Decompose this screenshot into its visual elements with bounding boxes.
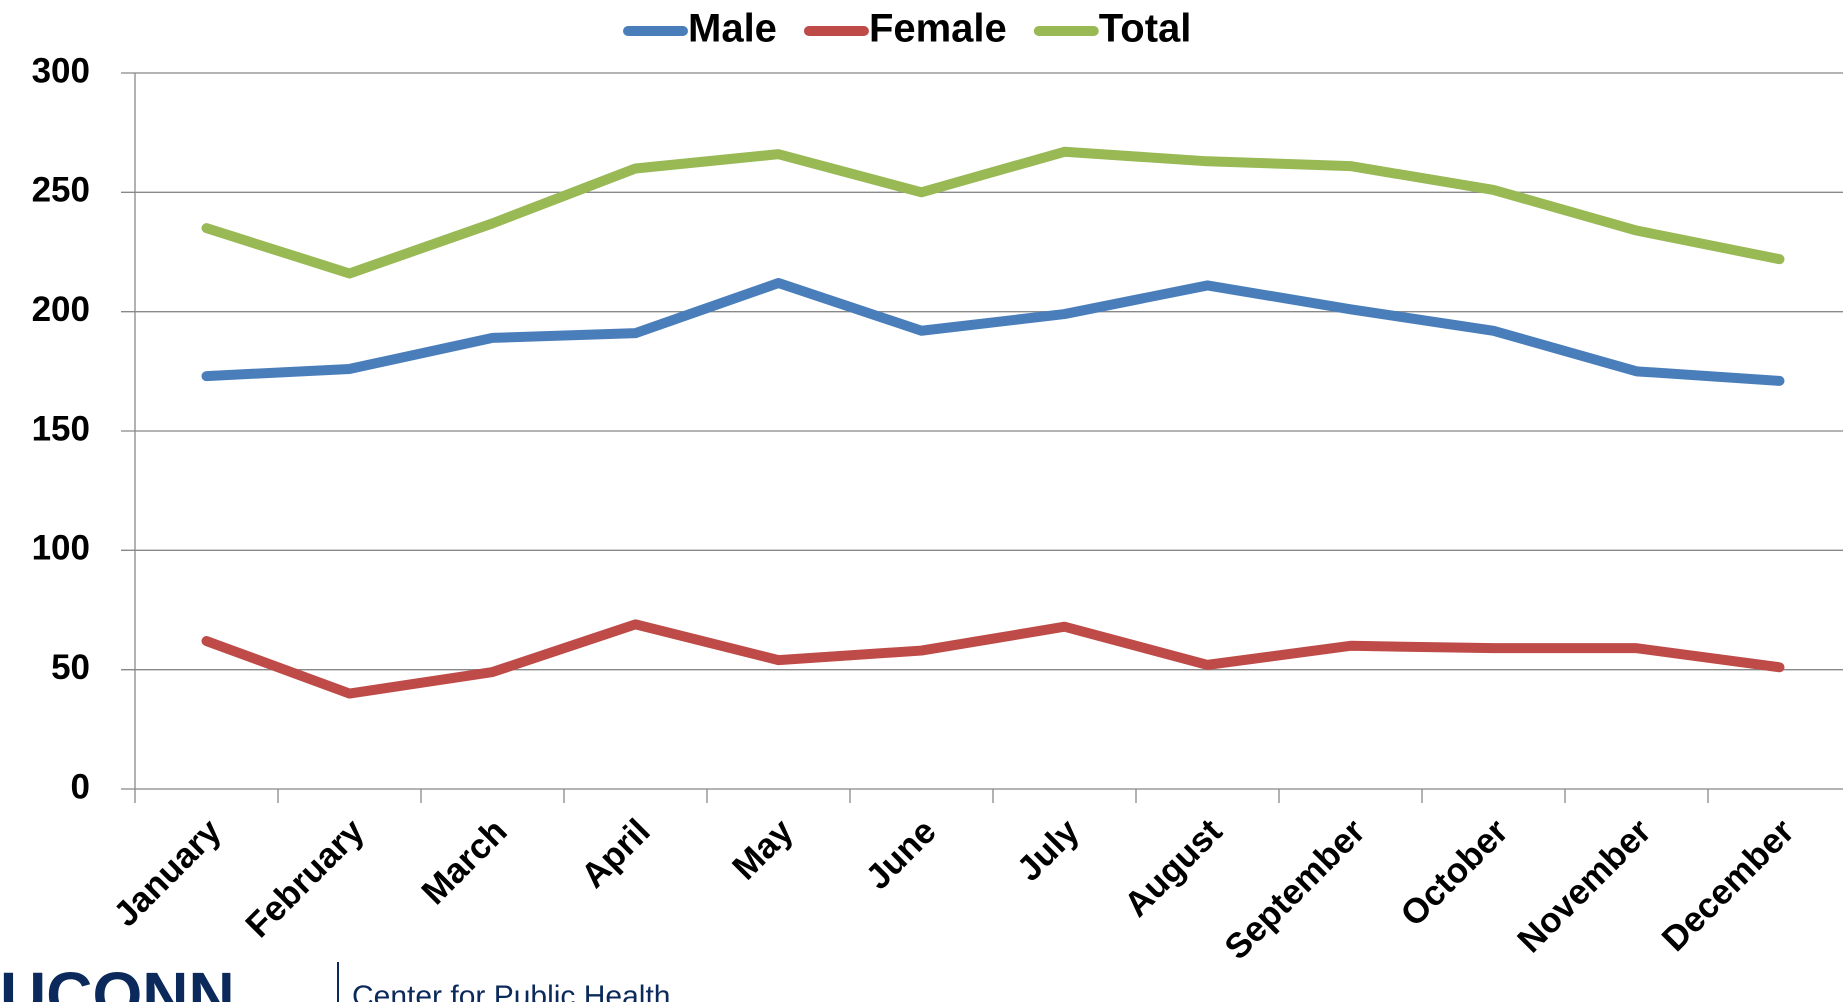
x-tick-label: June [858, 812, 943, 897]
series-line [201, 619, 1785, 699]
x-tick-label: March [414, 812, 514, 912]
y-tick-label: 150 [32, 409, 90, 448]
x-tick-label: July [1010, 811, 1087, 888]
logo-text: Center for Public Health [352, 980, 671, 1002]
series-line [201, 146, 1785, 279]
x-tick-label: January [106, 811, 229, 934]
y-tick-label: 0 [71, 767, 90, 806]
logo: UCONN [0, 959, 235, 1002]
legend-label: Male [688, 7, 777, 51]
x-tick-label: February [238, 811, 372, 945]
y-tick-label: 50 [51, 648, 90, 687]
x-tick-label: December [1654, 811, 1802, 959]
y-tick-label: 250 [32, 171, 90, 210]
legend-label: Total [1099, 7, 1192, 51]
y-tick-label: 100 [32, 529, 90, 568]
x-tick-label: April [574, 812, 658, 896]
x-tick-label: September [1217, 811, 1373, 967]
legend-label: Female [869, 7, 1007, 51]
y-tick-label: 200 [32, 290, 90, 329]
x-tick-label: November [1510, 811, 1659, 960]
x-tick-label: August [1117, 811, 1230, 924]
x-tick-label: October [1393, 811, 1516, 934]
y-tick-label: 300 [32, 51, 90, 90]
series-line [201, 278, 1785, 386]
x-tick-label: May [725, 811, 801, 887]
